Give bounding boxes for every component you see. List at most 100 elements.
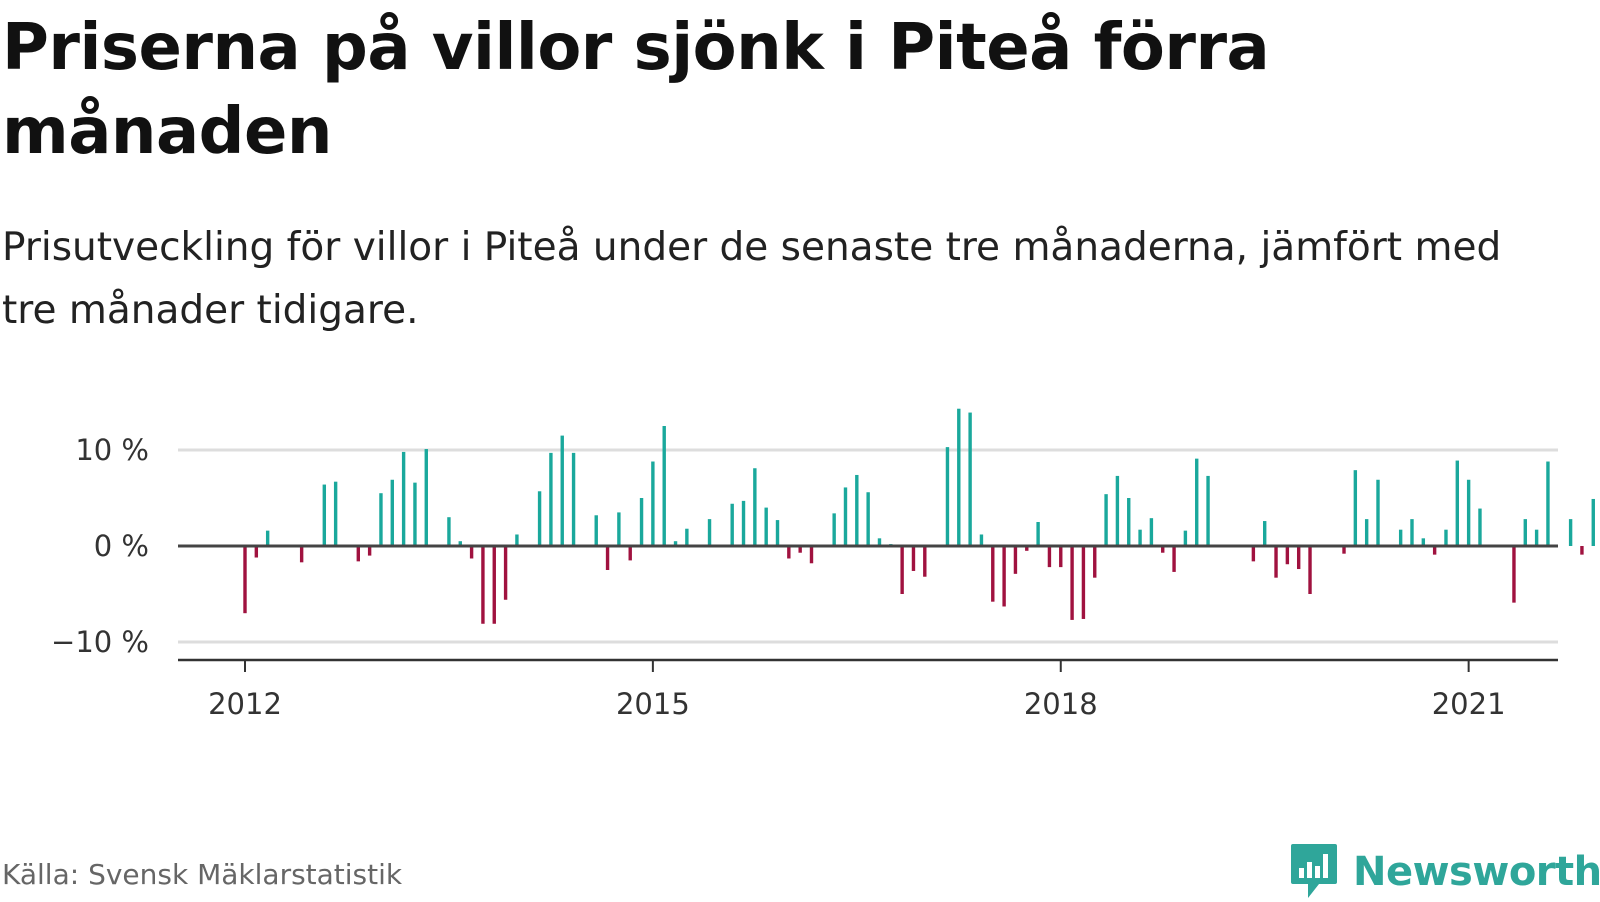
bar	[877, 538, 882, 546]
bar	[1127, 498, 1131, 546]
bar	[651, 461, 655, 546]
bar	[447, 517, 451, 546]
bar	[685, 528, 689, 546]
bar	[991, 546, 995, 602]
bar	[979, 534, 984, 546]
bar	[1353, 470, 1358, 546]
bar	[1115, 475, 1120, 546]
bar	[1104, 494, 1108, 546]
bar	[945, 447, 950, 546]
bar	[730, 503, 734, 546]
bar	[1466, 479, 1471, 546]
bar	[1455, 460, 1460, 546]
bar	[911, 546, 916, 571]
bar	[1546, 461, 1550, 546]
bar	[515, 534, 519, 546]
bar	[1059, 546, 1063, 568]
bar	[243, 546, 247, 614]
bar	[741, 500, 746, 546]
bar	[798, 546, 802, 553]
bar	[1444, 529, 1448, 546]
bar	[753, 468, 757, 546]
y-tick-label: −10 %	[51, 625, 149, 659]
bar	[639, 498, 644, 546]
bar	[458, 541, 462, 546]
bar	[866, 492, 870, 546]
x-tick-label: 2015	[616, 687, 690, 721]
bar	[1172, 546, 1176, 572]
bar	[390, 479, 394, 546]
bar	[1070, 546, 1074, 620]
bar	[1263, 521, 1267, 546]
bar	[1512, 546, 1516, 603]
x-tick-label: 2021	[1432, 687, 1506, 721]
bar	[1308, 546, 1312, 594]
bar	[503, 546, 508, 600]
bar	[1274, 546, 1278, 578]
bar	[1251, 546, 1256, 562]
bar	[1534, 529, 1539, 546]
bar	[1161, 546, 1165, 553]
bar	[1081, 546, 1086, 619]
bar	[1523, 519, 1527, 546]
bar	[379, 493, 383, 546]
bar	[628, 546, 632, 561]
bar	[1013, 546, 1018, 574]
bar	[594, 515, 598, 546]
bar	[1410, 519, 1414, 546]
bar	[673, 541, 678, 546]
bar	[855, 474, 859, 546]
bar	[707, 519, 712, 546]
bar	[469, 546, 474, 559]
bar	[322, 484, 327, 546]
bar	[1149, 518, 1154, 546]
bar	[333, 481, 338, 546]
bar	[1568, 519, 1573, 546]
bar	[843, 487, 848, 546]
bar	[1478, 508, 1482, 546]
x-tick-label: 2018	[1024, 687, 1098, 721]
bar	[1047, 546, 1052, 568]
bar	[1138, 529, 1142, 546]
bar	[923, 546, 927, 577]
bar	[1591, 498, 1595, 546]
bar	[1432, 546, 1437, 555]
brand-name: Newsworthy	[1353, 849, 1600, 895]
bar	[1195, 458, 1199, 546]
bar	[605, 546, 610, 570]
bar	[809, 546, 814, 564]
bar	[254, 546, 259, 558]
y-tick-label: 0 %	[94, 529, 149, 563]
bar	[1342, 546, 1346, 554]
bar	[424, 449, 428, 546]
bar	[1285, 546, 1290, 565]
bar	[1183, 530, 1188, 546]
bar	[549, 452, 553, 546]
page-title: Priserna på villor sjönk i Piteå förra m…	[2, 11, 1270, 169]
bar	[265, 530, 270, 546]
y-tick-label: 10 %	[75, 433, 149, 467]
bar	[832, 513, 836, 546]
bar-chart-logo-icon	[1291, 844, 1337, 898]
bar	[560, 435, 564, 546]
bar	[492, 546, 496, 624]
bar	[413, 482, 417, 546]
bar	[1002, 546, 1006, 607]
bar	[356, 546, 360, 562]
bar	[662, 426, 666, 546]
bar	[957, 408, 961, 546]
bar	[1093, 546, 1097, 578]
bar	[401, 451, 406, 546]
bar	[367, 546, 372, 556]
bar	[1376, 479, 1380, 546]
bar	[299, 546, 304, 563]
bar	[617, 512, 621, 546]
bar	[1036, 522, 1040, 546]
bar	[787, 546, 791, 559]
bar	[968, 412, 972, 546]
bar	[1364, 519, 1369, 546]
bar	[537, 491, 542, 546]
bar	[1206, 475, 1210, 546]
bar	[1398, 529, 1403, 546]
